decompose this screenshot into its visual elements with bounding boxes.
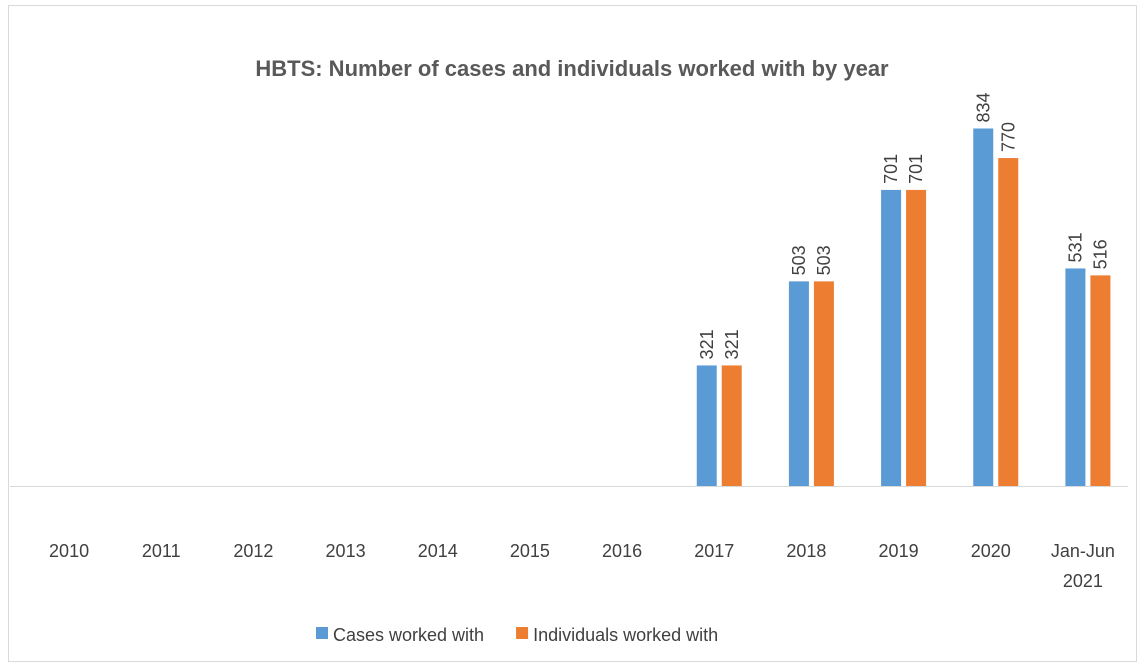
x-tick-label: 2016 (602, 541, 642, 561)
legend-label: Cases worked with (333, 625, 484, 645)
x-tick-label: Jan-Jun 2021 (1051, 541, 1115, 591)
x-tick-label: 2013 (326, 541, 366, 561)
bar (998, 158, 1019, 487)
data-label: 770 (998, 122, 1018, 152)
bar (906, 189, 927, 486)
x-tick-label: 2018 (786, 541, 826, 561)
chart-border (8, 5, 1137, 662)
x-tick-label: 2012 (233, 541, 273, 561)
data-label: 321 (722, 329, 742, 359)
bar (813, 281, 834, 486)
chart-title: HBTS: Number of cases and individuals wo… (255, 56, 889, 81)
data-label: 503 (814, 245, 834, 275)
data-label: 516 (1090, 239, 1110, 269)
data-label: 701 (881, 154, 901, 184)
data-label: 834 (973, 92, 993, 122)
legend-swatch (516, 627, 529, 639)
bar (696, 365, 717, 486)
legend-swatch (316, 627, 328, 639)
bar (1065, 268, 1086, 486)
x-tick-label: 2011 (142, 541, 181, 561)
bar (881, 189, 902, 486)
x-tick-label: 2017 (694, 541, 734, 561)
x-tick-label: 2020 (971, 541, 1011, 561)
bar (1090, 275, 1111, 486)
x-tick-label: 2010 (49, 541, 89, 561)
x-tick-label: 2015 (510, 541, 550, 561)
x-tick-label: 2014 (418, 541, 458, 561)
legend-label: Individuals worked with (533, 625, 718, 645)
data-label: 701 (906, 154, 926, 184)
data-label: 321 (697, 329, 717, 359)
x-tick-label: 2019 (879, 541, 919, 561)
data-label: 531 (1065, 232, 1085, 262)
bar (788, 281, 809, 486)
bar (973, 128, 994, 486)
bar (721, 365, 742, 486)
data-label: 503 (789, 245, 809, 275)
